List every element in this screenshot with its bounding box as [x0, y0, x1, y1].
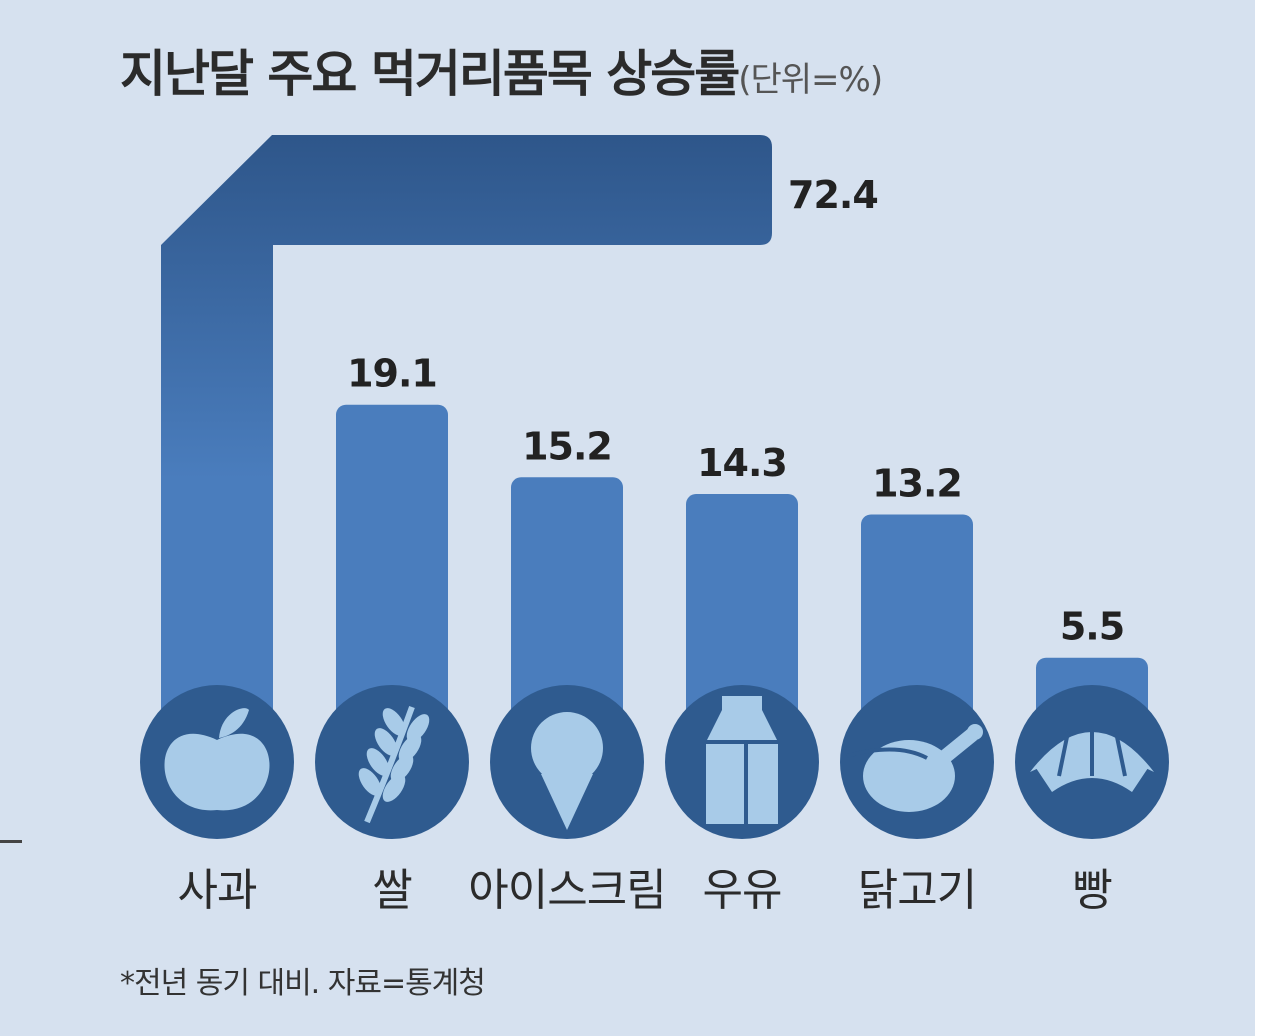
category-label-우유: 우유	[703, 865, 782, 916]
bars	[161, 135, 1148, 780]
bar-쌀	[336, 404, 448, 780]
category-label-쌀: 쌀	[372, 865, 411, 916]
value-label-사과: 72.4	[788, 173, 878, 217]
chart-header: 지난달 주요 먹거리품목 상승률(단위=%)	[120, 34, 883, 106]
value-label-닭고기: 13.2	[872, 461, 962, 505]
category-label-빵: 빵	[1072, 865, 1112, 916]
value-labels: 72.4 19.1 15.2 14.3 13.2 5.5	[347, 173, 1125, 649]
chart-title: 지난달 주요 먹거리품목 상승률	[120, 45, 740, 103]
milk-icon	[665, 685, 819, 839]
footnote: *전년 동기 대비. 자료=통계청	[120, 966, 486, 1001]
category-label-아이스크림: 아이스크림	[468, 865, 665, 916]
value-label-우유: 14.3	[697, 441, 787, 485]
category-icons	[140, 685, 1169, 839]
rice-icon	[315, 685, 469, 839]
value-label-아이스크림: 15.2	[522, 424, 612, 468]
page-edge	[1255, 0, 1280, 1036]
unit-label: (단위=%)	[738, 60, 883, 100]
bread-icon	[1015, 685, 1169, 839]
apple-icon	[140, 685, 294, 839]
category-labels: 사과 쌀 아이스크림 우유 닭고기 빵	[178, 865, 1114, 916]
chicken-icon	[840, 685, 994, 839]
value-label-쌀: 19.1	[347, 352, 437, 396]
value-label-빵: 5.5	[1060, 605, 1124, 649]
edge-tick	[0, 840, 22, 843]
category-label-사과: 사과	[178, 865, 257, 916]
category-label-닭고기: 닭고기	[858, 865, 976, 916]
ice-cream-icon	[490, 685, 644, 839]
bar-사과	[161, 135, 772, 760]
